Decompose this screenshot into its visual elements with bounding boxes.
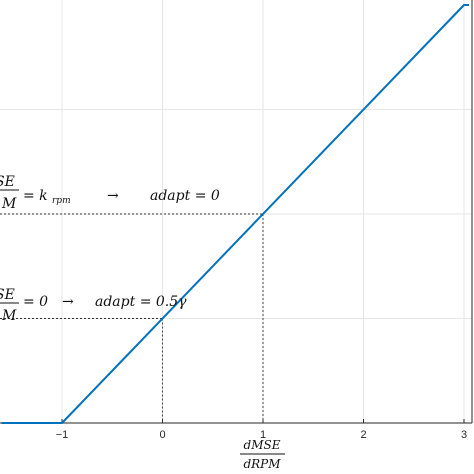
series-line [1, 4, 469, 424]
annotation-zero-equation: = 0 [23, 294, 48, 310]
x-tick-label: −1 [56, 429, 69, 441]
annotation-zero-arrow: → [62, 294, 74, 310]
annotation-krpm-subscript: rpm [52, 196, 71, 206]
annotation-krpm-arrow: → [107, 188, 119, 204]
x-tick-label: 0 [159, 429, 165, 441]
reference-guides [0, 213, 264, 423]
x-tick-label: 2 [360, 429, 366, 441]
annotation-krpm-equation: = k [23, 188, 48, 204]
data-series [1, 4, 469, 424]
annotation-krpm-denominator: M [1, 196, 17, 212]
x-axis-label-numerator: dMSE [244, 438, 281, 452]
annotation-zero-numerator: SE [0, 287, 15, 303]
annotation-krpm-numerator: SE [0, 174, 15, 190]
annotation-zero-result: adapt = 0.5γ [95, 294, 187, 310]
x-tick-label: 1 [260, 429, 266, 441]
annotation-zero: SE M = 0 → adapt = 0.5γ [0, 287, 187, 324]
annotation-krpm: SE M = k rpm → adapt = 0 [0, 174, 220, 212]
annotation-krpm-result: adapt = 0 [150, 188, 220, 204]
x-axis-label: dMSE dRPM [240, 438, 285, 471]
x-axis-label-denominator: dRPM [243, 457, 281, 471]
annotation-zero-denominator: M [1, 308, 17, 324]
x-tick-label: 3 [461, 429, 467, 441]
axes [0, 0, 473, 424]
